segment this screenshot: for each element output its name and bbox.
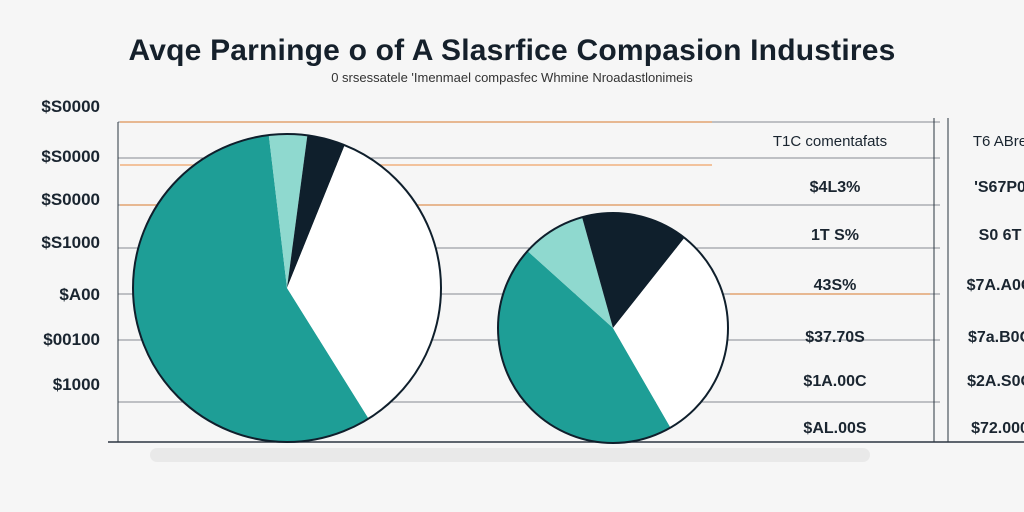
table-cell: 43S%	[814, 277, 857, 294]
pie-slice	[287, 135, 345, 288]
pie-outline	[497, 212, 729, 444]
chart-subtitle: 0 srsessatele 'Imenmael compasfec Whmine…	[331, 70, 693, 85]
pie-outline	[132, 133, 442, 443]
values-table: T1C comentafats T6 ABre $4L3% 1T S% 43S%…	[773, 133, 1024, 437]
table-cell: $7A.A0G	[967, 277, 1024, 294]
table-header: T6 ABre	[973, 133, 1024, 150]
pie-slice	[582, 212, 685, 328]
y-tick-label: $S1000	[41, 233, 100, 252]
y-tick-label: $S0000	[41, 147, 100, 166]
pie-chart	[497, 212, 729, 444]
pie-slice	[287, 145, 441, 419]
pie-slice	[268, 134, 308, 288]
y-axis-labels: $S0000 $S0000 $S0000 $S1000 $A00 $00100 …	[41, 97, 100, 394]
table-cell: $AL.00S	[803, 420, 866, 437]
table-cell: $1A.00C	[803, 373, 867, 390]
table-cell: 1T S%	[811, 227, 859, 244]
table-cell: $2A.S0G	[967, 373, 1024, 390]
pie-charts	[132, 133, 729, 444]
y-tick-label: $S0000	[41, 190, 100, 209]
y-tick-label: $00100	[43, 330, 100, 349]
pie-slice	[527, 217, 613, 328]
y-tick-label: $A00	[59, 285, 100, 304]
pie-chart	[132, 133, 442, 443]
pie-slice	[498, 251, 671, 443]
pie-shadow	[150, 448, 870, 462]
pie-slice	[132, 135, 369, 443]
chart-title: Avqe Parninge o of A Slasrfice Compasion…	[128, 34, 896, 67]
table-cell: S0 6T	[979, 227, 1022, 244]
table-cell: $7a.B0G	[968, 329, 1024, 346]
table-cell: 'S67P0	[974, 179, 1024, 196]
pie-slice	[613, 237, 728, 428]
table-cell: $4L3%	[810, 179, 861, 196]
table-cell: $72.000	[971, 420, 1024, 437]
table-cell: $37.70S	[805, 329, 865, 346]
y-tick-label: $S0000	[41, 97, 100, 116]
y-tick-label: $1000	[53, 375, 100, 394]
table-header: T1C comentafats	[773, 133, 887, 150]
